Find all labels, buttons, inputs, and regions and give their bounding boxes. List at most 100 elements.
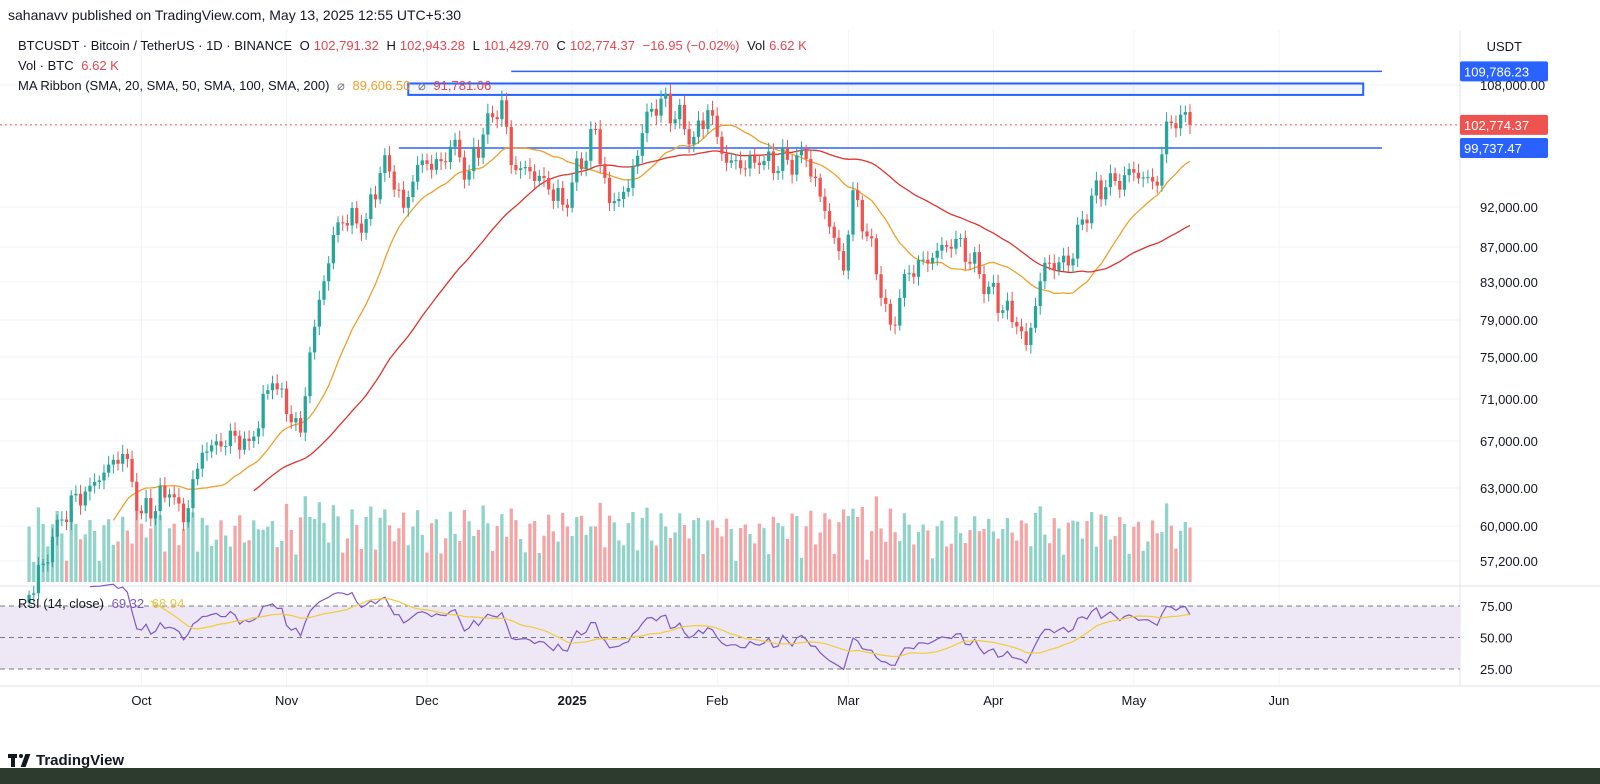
volume-bar bbox=[270, 521, 275, 582]
volume-bar bbox=[696, 517, 701, 582]
candle-body bbox=[987, 286, 991, 295]
volume-bar bbox=[1155, 533, 1159, 582]
grid bbox=[0, 30, 1600, 687]
candle-body bbox=[682, 104, 687, 130]
candle-body bbox=[570, 182, 574, 208]
candle-body bbox=[1057, 262, 1061, 271]
volume-bar bbox=[1029, 546, 1033, 582]
candle-body bbox=[181, 503, 186, 523]
currency-unit[interactable]: USDT bbox=[1486, 39, 1522, 54]
volume-bar bbox=[1178, 530, 1183, 582]
candle-body bbox=[392, 171, 396, 190]
candle-body bbox=[804, 149, 808, 159]
candle-body bbox=[476, 146, 481, 158]
volume-bar bbox=[284, 503, 289, 582]
volume-bar bbox=[177, 545, 181, 582]
candle-body bbox=[1005, 300, 1010, 311]
candle-body bbox=[1183, 112, 1187, 115]
volume-bar bbox=[247, 540, 251, 582]
tradingview-logo[interactable]: TradingView bbox=[8, 752, 124, 769]
volume-bar bbox=[1160, 532, 1164, 582]
candle-body bbox=[289, 414, 293, 423]
candle-body bbox=[284, 388, 289, 415]
candle-body bbox=[921, 259, 925, 261]
volume-bar bbox=[1090, 512, 1094, 582]
candle-body bbox=[121, 453, 125, 464]
candle-body bbox=[116, 459, 120, 464]
volume-bar bbox=[369, 506, 373, 582]
candle-body bbox=[233, 430, 237, 436]
volume-bar bbox=[111, 545, 115, 582]
candle-body bbox=[153, 511, 158, 519]
volume-bar bbox=[776, 522, 780, 582]
ma-value-1: 89,606.50 bbox=[352, 78, 411, 93]
volume-bar bbox=[729, 529, 733, 582]
candle-body bbox=[238, 435, 242, 450]
volume-bar bbox=[533, 520, 537, 582]
volume-bar bbox=[621, 545, 626, 582]
volume-bar bbox=[916, 532, 921, 582]
volume-bar bbox=[912, 544, 916, 582]
volume-bar bbox=[261, 529, 265, 582]
chart-frame[interactable]: 108,000.00 92,000.00 87,000.00 83,000.00 79,… bbox=[0, 30, 1600, 750]
volume-bar bbox=[355, 525, 359, 582]
rsi-band bbox=[0, 605, 1460, 670]
candle-body bbox=[411, 181, 415, 198]
candle-body bbox=[898, 297, 902, 326]
candle-body bbox=[78, 493, 83, 506]
volume-bar bbox=[1094, 546, 1099, 582]
candle-body bbox=[1178, 114, 1183, 129]
volume-bar bbox=[856, 516, 860, 582]
candle-body bbox=[701, 120, 705, 130]
volume-bar bbox=[317, 502, 321, 582]
volume-bar bbox=[570, 536, 574, 582]
price-chart[interactable]: 108,000.00 92,000.00 87,000.00 83,000.00 79,… bbox=[0, 30, 1600, 750]
candle-body bbox=[195, 468, 200, 480]
volume-bar bbox=[144, 537, 148, 582]
candle-body bbox=[1132, 169, 1136, 173]
time-tick-label: Mar bbox=[837, 693, 860, 708]
volume-bar bbox=[556, 541, 560, 582]
volume-bar bbox=[949, 543, 953, 582]
volume-bar bbox=[584, 534, 588, 582]
volume-bar bbox=[392, 541, 396, 582]
candle-body bbox=[1010, 300, 1014, 323]
volume-bar bbox=[387, 525, 392, 582]
candle-body bbox=[439, 159, 443, 162]
volume-bar bbox=[659, 513, 663, 582]
candle-body bbox=[607, 177, 612, 204]
volume-bar bbox=[116, 541, 120, 582]
candle-body bbox=[88, 485, 92, 492]
bottom-strip bbox=[0, 768, 1600, 784]
volume-bar bbox=[439, 553, 443, 582]
low-value: 101,429.70 bbox=[483, 38, 549, 53]
vol-row-value: 6.62 K bbox=[81, 58, 119, 73]
time-tick-label: May bbox=[1122, 693, 1147, 708]
volume-bar bbox=[504, 536, 509, 582]
candle-body bbox=[83, 491, 87, 506]
candle-body bbox=[341, 222, 345, 224]
volume-bar bbox=[36, 507, 41, 582]
volume-bar bbox=[149, 528, 153, 582]
candle-body bbox=[1136, 172, 1141, 179]
candle-body bbox=[224, 446, 228, 448]
volume-bar bbox=[238, 515, 242, 582]
volume-bar bbox=[575, 517, 579, 582]
candle-body bbox=[415, 165, 420, 182]
time-tick-label: Nov bbox=[275, 693, 299, 708]
open-value: 102,791.32 bbox=[313, 38, 379, 53]
volume-bar bbox=[210, 545, 214, 582]
price-label-text: 102,774.37 bbox=[1464, 118, 1529, 133]
candle-body bbox=[130, 458, 134, 482]
volume-bar bbox=[186, 513, 190, 582]
candle-body bbox=[537, 175, 541, 181]
candle-body bbox=[1090, 195, 1094, 224]
volume-bar bbox=[364, 516, 368, 582]
volume-bar bbox=[1066, 522, 1070, 582]
candle-body bbox=[32, 593, 36, 595]
resistance-zone[interactable] bbox=[407, 82, 1365, 96]
volume-bar bbox=[832, 553, 836, 582]
volume-bar bbox=[486, 523, 490, 582]
volume-bar bbox=[865, 559, 869, 582]
candle-body bbox=[528, 167, 532, 172]
